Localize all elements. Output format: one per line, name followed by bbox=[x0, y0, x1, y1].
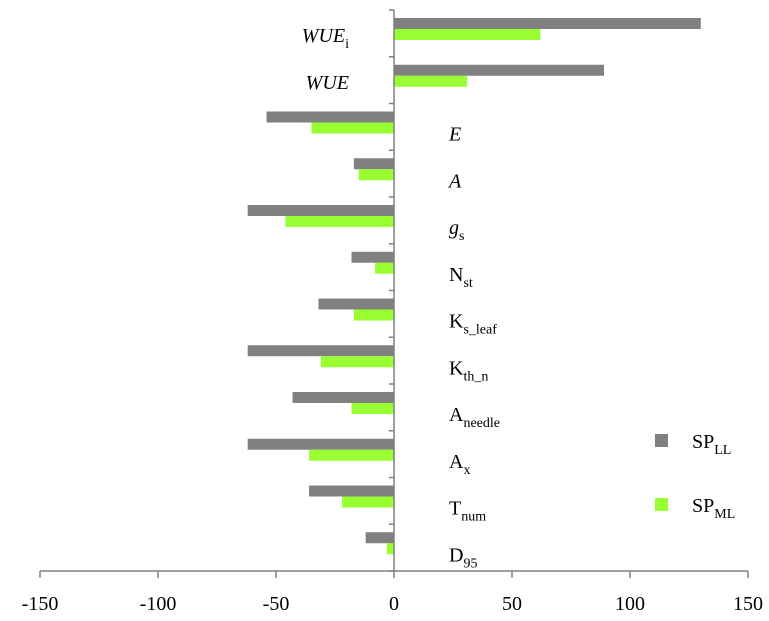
category-label-WUEi: WUEi bbox=[302, 25, 349, 52]
bar-Kth_n-spll bbox=[247, 345, 394, 357]
bar-Tnum-spml bbox=[342, 496, 394, 508]
bar-Nst-spll bbox=[351, 251, 394, 263]
bar-Kth_n-spml bbox=[320, 356, 394, 368]
category-label-gs: gs bbox=[449, 217, 464, 244]
bar-Tnum-spll bbox=[309, 485, 394, 497]
bar-Aneedle-spll bbox=[292, 392, 394, 403]
category-label-E: E bbox=[448, 124, 461, 146]
x-tick-label: -50 bbox=[263, 593, 290, 615]
category-label-Ax: Ax bbox=[449, 451, 470, 478]
legend-label-spml: SPML bbox=[692, 495, 735, 522]
category-label-A: A bbox=[447, 170, 462, 192]
category-label-Nst: Nst bbox=[449, 264, 473, 291]
axes: -150 -100 -50 0 50 100 150 bbox=[22, 9, 763, 615]
bar-gs-spml bbox=[285, 216, 394, 227]
bar-D95-spml bbox=[386, 543, 394, 555]
bar-Ax-spll bbox=[247, 438, 394, 450]
bar-Ks_leaf-spll bbox=[318, 298, 394, 310]
legend-swatch-spll bbox=[655, 434, 668, 447]
legend: SPLL SPML bbox=[655, 431, 735, 522]
bar-gs-spll bbox=[247, 205, 394, 216]
x-tick-label: 100 bbox=[615, 593, 645, 615]
bars bbox=[247, 18, 701, 555]
bar-Nst-spml bbox=[375, 262, 394, 274]
category-labels: WUEi WUE E Ags Nst Ks_leaf Kth_n Aneedle Ax Tnum D… bbox=[302, 25, 500, 571]
category-label-Tnum: Tnum bbox=[449, 498, 486, 525]
bar-WUEi-spll bbox=[394, 18, 701, 29]
bar-WUEi-spml bbox=[394, 29, 541, 40]
bar-A-spml bbox=[358, 169, 394, 181]
bar-WUE-spll bbox=[394, 64, 605, 76]
x-tick-label: -150 bbox=[22, 593, 59, 615]
category-label-Ks_leaf: Ks_leaf bbox=[449, 311, 497, 338]
legend-swatch-spml bbox=[655, 498, 668, 511]
x-tick-label: 50 bbox=[502, 593, 522, 615]
bar-Ks_leaf-spml bbox=[353, 309, 394, 321]
bar-E-spml bbox=[311, 122, 394, 134]
bar-WUE-spml bbox=[394, 75, 468, 87]
category-label-D95: D95 bbox=[449, 544, 477, 571]
category-label-Kth_n: Kth_n bbox=[449, 357, 488, 384]
bar-Aneedle-spml bbox=[351, 403, 394, 414]
category-label-WUE: WUE bbox=[306, 72, 349, 94]
bar-Ax-spml bbox=[309, 449, 394, 461]
x-tick-label: 0 bbox=[389, 593, 399, 615]
legend-label-spll: SPLL bbox=[692, 431, 731, 458]
x-tick-label: -100 bbox=[140, 593, 177, 615]
bar-A-spll bbox=[353, 158, 394, 170]
x-tick-label: 150 bbox=[733, 593, 763, 615]
bar-E-spll bbox=[266, 111, 394, 123]
category-label-Aneedle: Aneedle bbox=[449, 404, 500, 431]
bar-D95-spll bbox=[365, 532, 394, 544]
